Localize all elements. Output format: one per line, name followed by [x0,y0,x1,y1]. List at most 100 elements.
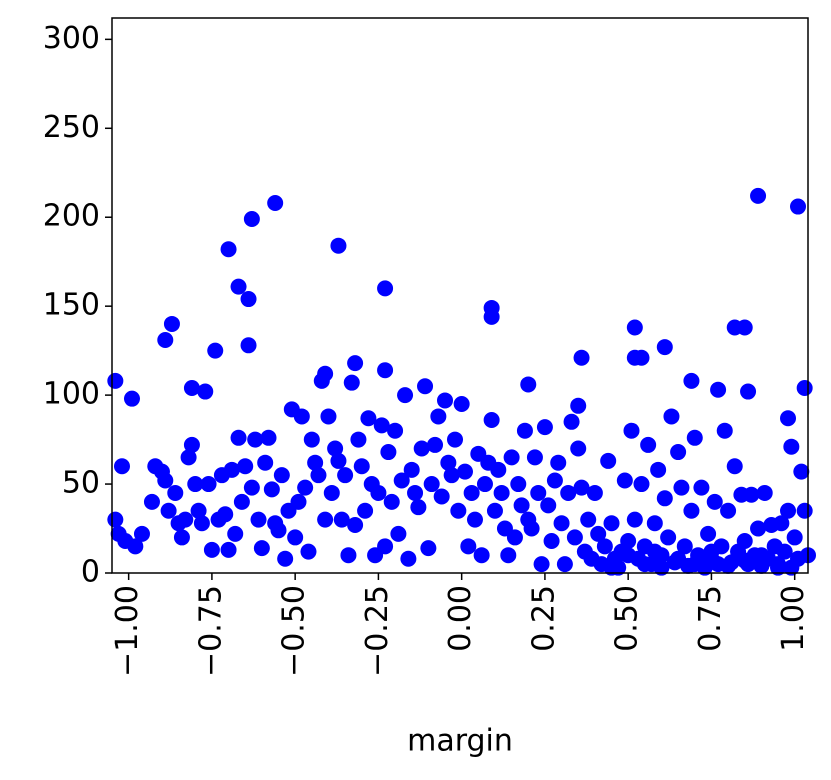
point [756,484,773,501]
point [190,502,207,519]
point [736,319,753,336]
point [160,502,177,519]
y-tick-label: 200 [43,199,100,234]
point [736,552,753,569]
point [427,436,444,453]
x-tick-label: 0.25 [526,585,561,652]
point [560,484,577,501]
point [616,472,633,489]
point [703,543,720,560]
point [240,291,257,308]
point [463,484,480,501]
point [660,529,677,546]
point [217,506,234,523]
point [243,479,260,496]
point [177,511,194,528]
point [550,454,567,471]
point [473,547,490,564]
point [653,559,670,576]
point [387,422,404,439]
point [323,484,340,501]
point [706,493,723,510]
point [510,476,527,493]
point [220,241,237,258]
point [556,556,573,573]
point [453,396,470,413]
y-tick-label: 250 [43,110,100,145]
point [303,431,320,448]
point [506,529,523,546]
point [516,422,533,439]
point [493,484,510,501]
point [187,476,204,493]
point [410,499,427,516]
point [123,390,140,407]
point [430,408,447,425]
point [566,529,583,546]
point [570,397,587,414]
point [486,502,503,519]
point [513,497,530,514]
point [263,481,280,498]
point [267,195,284,211]
x-tick-label: −0.50 [277,585,312,677]
point [503,449,520,466]
point [770,559,787,576]
x-tick-label: 0.75 [693,585,728,652]
x-tick-label: −0.75 [193,585,228,677]
point [200,476,217,493]
point [377,538,394,555]
point [383,493,400,510]
point [533,556,550,573]
point [377,362,394,379]
point [460,538,477,555]
point [726,458,743,475]
point [337,467,354,484]
point [447,431,464,448]
x-tick-label: −1.00 [110,585,145,677]
point [720,502,737,519]
point [423,476,440,493]
point [347,355,364,372]
point [520,376,537,393]
point [157,472,174,489]
point [553,515,570,532]
point [796,502,813,519]
point [623,422,640,439]
point [683,502,700,519]
point [780,502,797,519]
point [357,502,374,519]
point [710,381,727,398]
point [413,440,430,457]
point [646,543,663,560]
point [590,525,607,542]
point [223,461,240,478]
point [753,547,770,564]
point [237,458,254,475]
point [563,413,580,430]
y-tick-label: 50 [62,466,100,501]
point [183,436,200,453]
point [343,374,360,391]
point [670,550,687,567]
point [407,484,424,501]
point [650,461,667,478]
point [400,550,417,567]
point [670,444,687,461]
point [327,440,344,457]
point [456,463,473,480]
point [347,516,364,533]
point [393,472,410,489]
x-axis-label: margin [407,724,513,759]
point [273,467,290,484]
point [307,454,324,471]
point [313,372,330,389]
point [776,543,793,560]
point [543,532,560,549]
point [640,436,657,453]
point [736,532,753,549]
point [417,378,434,395]
point [233,493,250,510]
point [247,431,264,448]
